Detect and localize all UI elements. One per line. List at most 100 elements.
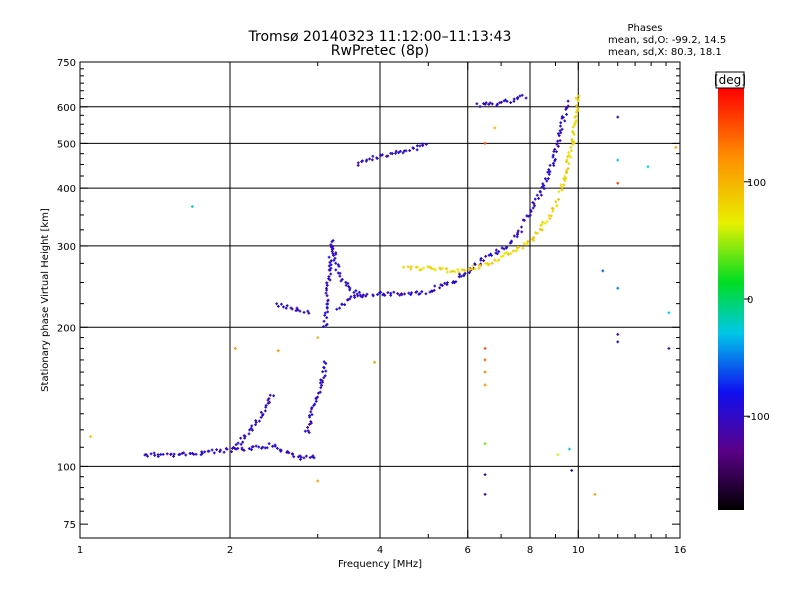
trace-point	[532, 202, 536, 206]
trace-point	[328, 268, 332, 272]
trace-point	[327, 275, 331, 278]
trace-point	[555, 150, 558, 154]
trace-point	[431, 289, 434, 293]
trace-point	[553, 148, 557, 151]
trace-point	[534, 231, 538, 235]
trace-point	[335, 307, 339, 311]
trace-point	[397, 151, 401, 155]
x-tick-label: 2	[227, 545, 233, 556]
trace-point	[328, 261, 332, 264]
trace-point	[535, 193, 539, 197]
trace-point	[348, 288, 352, 292]
trace-point	[520, 225, 523, 229]
trace-point	[516, 97, 519, 101]
trace-point	[317, 391, 320, 395]
trace-point	[445, 267, 448, 271]
trace-point	[571, 131, 575, 134]
trace-point	[533, 204, 536, 208]
trace-point	[308, 422, 311, 426]
trace-point	[563, 179, 567, 183]
y-tick-label: 500	[57, 139, 76, 150]
trace-point	[310, 455, 314, 459]
trace-point	[389, 151, 393, 155]
trace-point	[332, 254, 335, 257]
trace-point	[268, 393, 272, 397]
trace-point	[338, 306, 341, 310]
trace-point	[234, 447, 238, 451]
trace-point	[272, 394, 275, 398]
trace-point	[239, 436, 243, 440]
trace-point	[265, 446, 269, 450]
scatter-point	[483, 383, 487, 387]
trace-point	[577, 99, 580, 103]
trace-point	[487, 103, 491, 106]
trace-point	[144, 453, 148, 456]
trace-point	[401, 151, 405, 155]
trace-point	[309, 410, 313, 414]
trace-point	[334, 268, 338, 272]
trace-point	[554, 200, 558, 204]
trace-point	[222, 450, 226, 454]
trace-point	[318, 390, 322, 394]
trace-point	[356, 294, 360, 298]
trace-point	[319, 386, 323, 390]
trace-point	[547, 214, 551, 218]
x-tick-label: 1	[77, 545, 83, 556]
trace-point	[562, 183, 566, 187]
trace-point	[236, 441, 240, 445]
x-tick-label: 4	[377, 545, 383, 556]
trace-point	[503, 98, 507, 102]
scatter-point	[667, 347, 671, 350]
trace-point	[516, 233, 519, 236]
trace-point	[557, 190, 561, 194]
trace-point	[473, 267, 477, 271]
trace-point	[352, 291, 356, 294]
data-points	[89, 93, 678, 496]
trace-point	[305, 454, 308, 458]
trace-point	[560, 188, 564, 192]
trace-point	[152, 451, 156, 455]
trace-point	[433, 268, 437, 272]
trace-point	[574, 114, 578, 118]
trace-point	[285, 304, 289, 308]
trace-point	[172, 455, 175, 458]
trace-point	[542, 187, 546, 190]
trace-point	[215, 448, 218, 452]
trace-point	[321, 325, 325, 328]
trace-point	[329, 259, 333, 263]
trace-point	[259, 416, 263, 419]
trace-point	[354, 289, 358, 293]
trace-point	[357, 290, 361, 294]
y-tick-label: 400	[57, 184, 76, 195]
trace-point	[556, 132, 560, 136]
trace-point	[493, 258, 497, 262]
trace-point	[298, 309, 302, 313]
trace-point	[306, 429, 310, 433]
scatter-point	[483, 473, 487, 477]
scatter-point	[89, 435, 92, 439]
trace-point	[576, 97, 580, 101]
trace-point	[478, 105, 482, 108]
trace-point	[394, 151, 397, 155]
trace-point	[563, 174, 567, 178]
scatter-point	[568, 447, 571, 451]
trace-point	[541, 220, 544, 224]
trace-point	[559, 183, 563, 187]
trace-point	[548, 164, 552, 167]
trace-point	[370, 158, 374, 162]
trace-point	[219, 448, 222, 452]
trace-point	[282, 305, 285, 309]
trace-point	[322, 360, 326, 364]
trace-point	[156, 455, 160, 458]
trace-point	[418, 292, 422, 296]
trace-point	[328, 278, 332, 282]
trace-point	[415, 290, 419, 294]
trace-point	[348, 297, 352, 301]
trace-point	[567, 153, 571, 157]
trace-point	[303, 429, 307, 433]
scatter-point	[556, 453, 560, 457]
trace-point	[353, 296, 357, 299]
trace-point	[178, 452, 182, 456]
scatter-point	[616, 115, 620, 119]
